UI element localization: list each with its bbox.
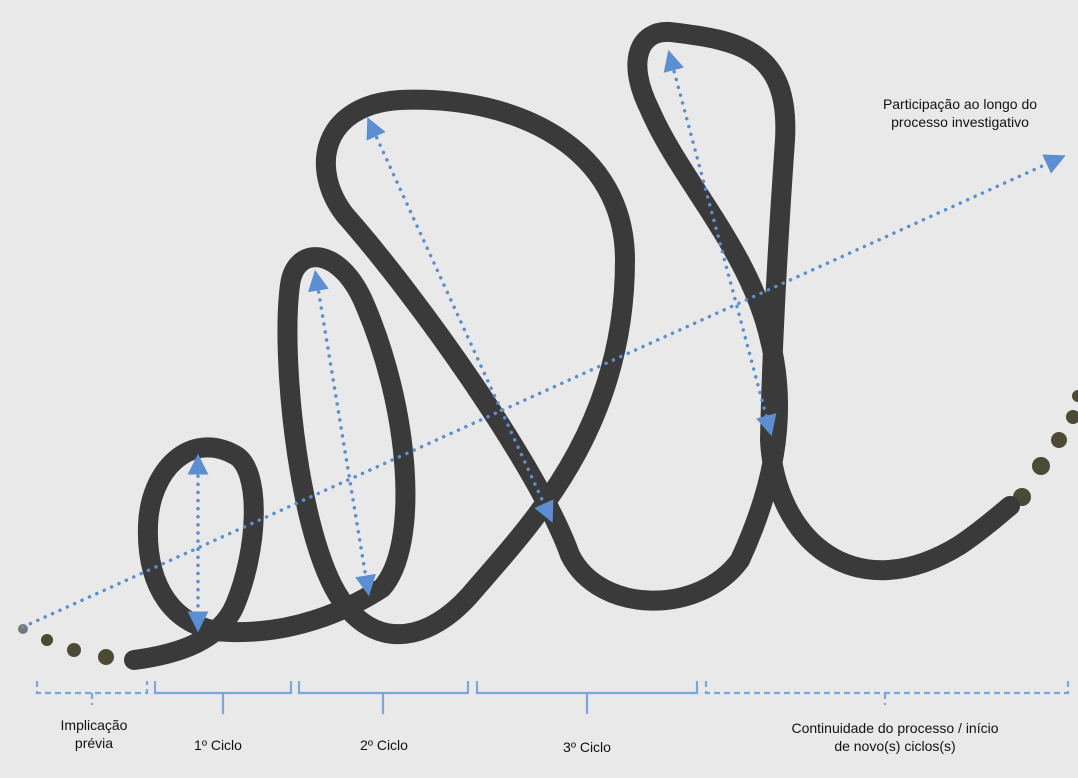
participation-arrow (21, 154, 1066, 629)
lead-dot (18, 624, 28, 634)
loop-arrows (187, 49, 777, 633)
bracket-cycle2 (297, 681, 470, 714)
bracket-cycle3 (475, 681, 699, 714)
stage-brackets (35, 681, 1070, 714)
tail-dot (1066, 410, 1078, 424)
double-arrow-cycle4 (663, 49, 777, 437)
bracket-prior (35, 681, 149, 705)
double-arrow-cycle3 (366, 117, 554, 523)
lead-dot (41, 634, 53, 646)
stage-label-cycle1: 1º Ciclo (194, 737, 242, 753)
lead-in-dots (18, 624, 114, 665)
participation-label: Participação ao longo do processo invest… (882, 96, 1038, 130)
tail-dot (1051, 432, 1067, 448)
tail-dot (1032, 457, 1050, 475)
stage-label-cycle2: 2º Ciclo (360, 737, 408, 753)
bracket-continuity (704, 681, 1070, 705)
stage-label-prior: Implicação prévia (60, 717, 128, 751)
bracket-cycle1 (153, 681, 293, 714)
spiral-curve (124, 21, 1020, 670)
stage-label-continuity: Continuidade do processo / início de nov… (791, 720, 999, 754)
lead-dot (67, 643, 81, 657)
stage-label-cycle3: 3º Ciclo (563, 739, 611, 755)
lead-dot (98, 649, 114, 665)
continuation-dots (1013, 390, 1078, 506)
tail-dot (1072, 390, 1078, 402)
